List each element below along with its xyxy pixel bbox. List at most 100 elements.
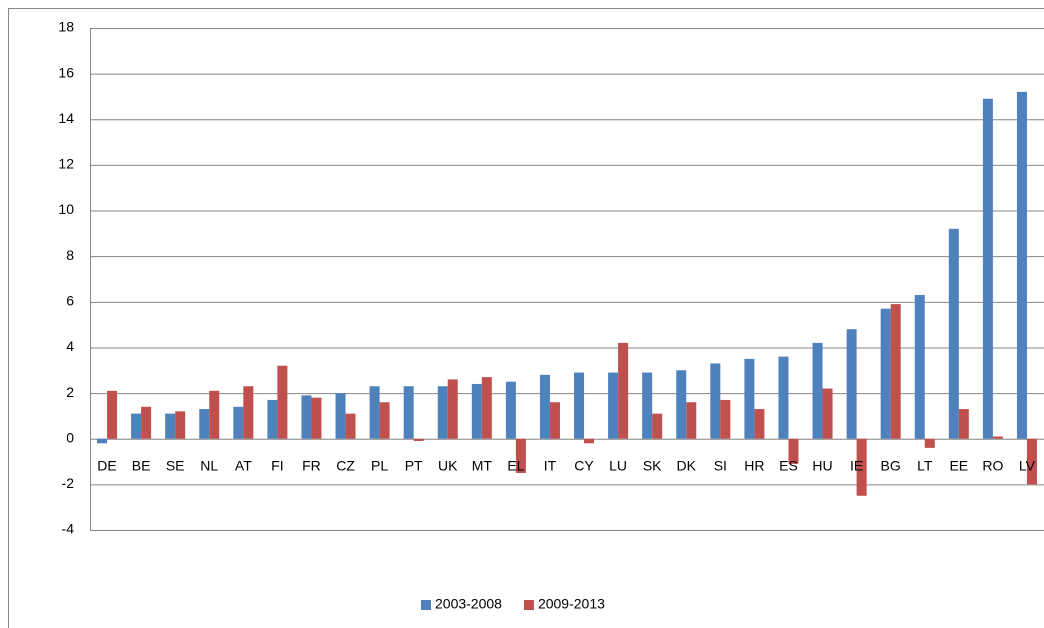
bar (1016, 91, 1027, 439)
y-tick-label: 4 (66, 338, 74, 354)
y-tick-label: -2 (62, 475, 75, 491)
y-tick-label: 0 (66, 429, 74, 445)
bar (107, 390, 118, 439)
legend-swatch (421, 600, 431, 610)
bar (822, 388, 833, 439)
x-tick-label: RO (982, 457, 1003, 473)
bar (403, 386, 414, 439)
bar (447, 379, 458, 439)
x-tick-label: MT (472, 457, 493, 473)
bar (335, 393, 346, 439)
bar (788, 438, 799, 464)
x-tick-label: ES (779, 457, 798, 473)
bar (720, 399, 731, 439)
x-tick-label: SI (714, 457, 727, 473)
bar (574, 372, 585, 439)
x-tick-label: BG (881, 457, 901, 473)
bar (890, 304, 901, 439)
bar (311, 397, 322, 439)
bar (608, 372, 619, 439)
x-tick-label: PT (405, 457, 423, 473)
x-tick-label: SE (166, 457, 185, 473)
chart-frame (8, 8, 1044, 628)
x-tick-label: EE (949, 457, 968, 473)
y-tick-label: 14 (58, 110, 74, 126)
bar (243, 386, 254, 439)
y-tick-label: 10 (58, 201, 74, 217)
bar (97, 438, 108, 444)
x-tick-label: LT (917, 457, 933, 473)
bar (618, 342, 629, 439)
bar (914, 294, 925, 439)
bar (233, 406, 244, 439)
y-tick-label: 18 (58, 19, 74, 35)
x-tick-label: EL (507, 457, 524, 473)
bar (812, 342, 823, 439)
bar (549, 402, 560, 439)
bar (584, 438, 595, 444)
bar (1026, 438, 1037, 485)
x-tick-label: FR (302, 457, 321, 473)
legend-swatch (523, 600, 534, 610)
bar (710, 363, 721, 439)
x-tick-label: LV (1019, 457, 1036, 473)
x-tick-label: DK (677, 457, 697, 473)
bar (958, 409, 969, 439)
y-tick-label: 2 (66, 384, 74, 400)
bar (754, 409, 765, 439)
x-tick-label: AT (235, 457, 252, 473)
bar (686, 402, 697, 439)
bar (199, 409, 210, 439)
x-tick-label: NL (200, 457, 218, 473)
bar (505, 381, 516, 439)
y-tick-label: 8 (66, 247, 74, 263)
y-tick-label: 6 (66, 293, 74, 309)
legend-label: 2003-2008 (435, 596, 502, 612)
bar (778, 356, 789, 439)
x-tick-label: LU (609, 457, 627, 473)
x-tick-label: PL (371, 457, 388, 473)
bar (846, 329, 857, 439)
bar (924, 438, 935, 448)
bar (481, 377, 492, 439)
bar (948, 228, 959, 439)
bar (744, 358, 755, 439)
x-tick-label: IT (544, 457, 557, 473)
bar (992, 436, 1003, 439)
bar (165, 413, 176, 439)
y-tick-label: -4 (62, 521, 75, 537)
bar (369, 386, 380, 439)
x-tick-label: CY (574, 457, 594, 473)
x-tick-label: HR (744, 457, 764, 473)
bar (413, 438, 424, 442)
bar (175, 411, 186, 439)
x-tick-label: IE (850, 457, 863, 473)
y-tick-label: 16 (58, 64, 74, 80)
x-tick-label: CZ (336, 457, 355, 473)
x-tick-label: FI (271, 457, 283, 473)
x-tick-label: BE (132, 457, 151, 473)
x-tick-label: SK (643, 457, 662, 473)
bar (345, 413, 356, 439)
bar (642, 372, 653, 439)
bar (301, 395, 312, 439)
bar (982, 98, 993, 439)
bar (267, 399, 278, 439)
bar (515, 438, 526, 473)
bar (131, 413, 142, 439)
bar (880, 308, 891, 439)
x-tick-label: UK (438, 457, 458, 473)
bar (652, 413, 663, 439)
bar (141, 406, 152, 439)
bar (676, 370, 687, 439)
x-tick-label: HU (812, 457, 832, 473)
bar (379, 402, 390, 439)
bar (437, 386, 448, 439)
legend-label: 2009-2013 (538, 596, 605, 612)
bar (277, 365, 288, 439)
bar (539, 374, 550, 439)
bar (209, 390, 220, 439)
y-tick-label: 12 (58, 156, 74, 172)
bar (856, 438, 867, 496)
